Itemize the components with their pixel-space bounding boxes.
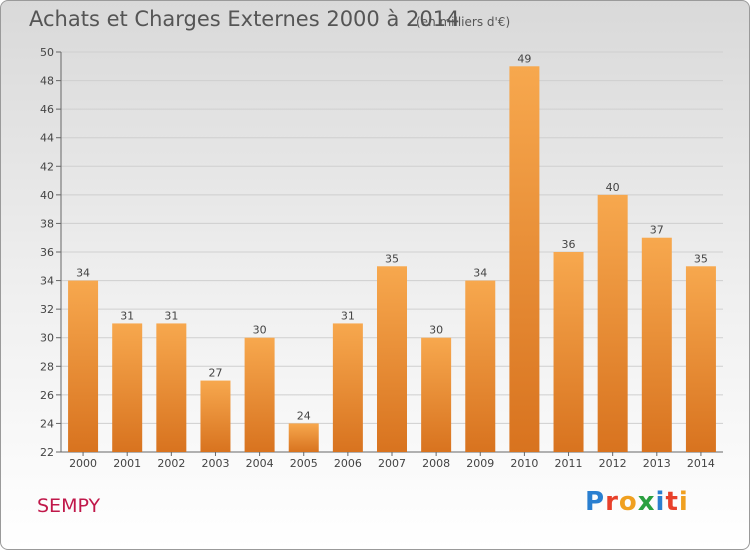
logo-letter: P <box>585 487 606 517</box>
data-label: 37 <box>650 224 664 237</box>
x-tick-label: 2012 <box>599 457 627 470</box>
data-label: 24 <box>297 409 311 422</box>
logo-letter: r <box>605 487 619 517</box>
y-tick-label: 50 <box>40 46 54 59</box>
y-tick-label: 48 <box>40 75 54 88</box>
y-tick-label: 24 <box>40 417 54 430</box>
chart-title: Achats et Charges Externes 2000 à 2014 <box>29 7 460 31</box>
y-tick-label: 30 <box>40 332 54 345</box>
commune-name: SEMPY <box>37 495 101 517</box>
y-tick-label: 40 <box>40 189 54 202</box>
y-tick-label: 38 <box>40 217 54 230</box>
bar <box>288 423 319 452</box>
x-tick-label: 2000 <box>69 457 97 470</box>
bar <box>112 323 143 452</box>
x-tick-label: 2004 <box>246 457 274 470</box>
y-tick-label: 36 <box>40 246 54 259</box>
bar <box>421 337 452 452</box>
x-tick-label: 2006 <box>334 457 362 470</box>
x-tick-label: 2007 <box>378 457 406 470</box>
bar <box>597 194 628 452</box>
bar <box>377 266 407 452</box>
x-tick-label: 2003 <box>201 457 229 470</box>
bar <box>200 380 231 452</box>
logo-letter: x <box>637 487 656 517</box>
x-tick-label: 2002 <box>157 457 185 470</box>
chart-unit: (en milliers d'€) <box>416 15 511 29</box>
logo-letter: o <box>618 487 638 517</box>
data-label: 31 <box>120 309 134 322</box>
data-label: 49 <box>517 52 531 65</box>
data-label: 34 <box>76 267 90 280</box>
bar <box>244 337 275 452</box>
data-label: 34 <box>473 267 487 280</box>
x-tick-label: 2014 <box>687 457 715 470</box>
data-label: 35 <box>385 252 399 265</box>
y-tick-label: 26 <box>40 389 54 402</box>
data-label: 36 <box>562 238 576 251</box>
x-tick-label: 2001 <box>113 457 141 470</box>
y-tick-label: 42 <box>40 160 54 173</box>
data-label: 31 <box>341 309 355 322</box>
x-tick-label: 2005 <box>290 457 318 470</box>
x-tick-label: 2009 <box>466 457 494 470</box>
data-label: 27 <box>208 367 222 380</box>
y-tick-label: 34 <box>40 275 54 288</box>
bar <box>553 252 584 452</box>
data-label: 35 <box>694 252 708 265</box>
x-tick-label: 2013 <box>643 457 671 470</box>
logo-letter: t <box>665 487 679 517</box>
bar <box>68 280 99 452</box>
y-tick-label: 22 <box>40 446 54 459</box>
data-label: 40 <box>606 181 620 194</box>
logo-letter: i <box>655 487 666 517</box>
bar <box>156 323 187 452</box>
bar <box>641 237 672 452</box>
x-tick-label: 2011 <box>555 457 583 470</box>
logo-letter: i <box>678 487 689 517</box>
y-tick-label: 28 <box>40 360 54 373</box>
bar <box>685 266 716 452</box>
y-tick-label: 44 <box>40 132 54 145</box>
x-tick-label: 2010 <box>510 457 538 470</box>
proxiti-logo: Proxiti <box>585 487 689 517</box>
data-label: 30 <box>253 324 267 337</box>
bar <box>465 280 496 452</box>
bar <box>509 66 540 453</box>
bar <box>332 323 363 452</box>
data-label: 31 <box>164 309 178 322</box>
data-label: 30 <box>429 324 443 337</box>
x-tick-label: 2008 <box>422 457 450 470</box>
y-tick-label: 32 <box>40 303 54 316</box>
y-tick-label: 46 <box>40 103 54 116</box>
